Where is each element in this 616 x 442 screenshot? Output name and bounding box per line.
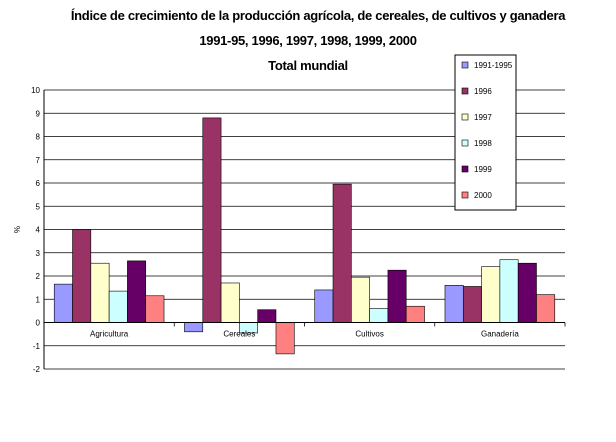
bar <box>444 284 464 323</box>
legend-label: 1998 <box>474 139 492 148</box>
y-tick-label: 7 <box>36 156 41 165</box>
legend-label: 1991-1995 <box>474 61 513 70</box>
bar <box>481 266 501 323</box>
bar <box>462 286 482 323</box>
bar <box>72 229 92 323</box>
category-label: Cultivos <box>355 330 383 339</box>
y-tick-label: -2 <box>33 365 41 374</box>
category-label: Agricultura <box>90 330 129 339</box>
bar <box>90 262 110 323</box>
y-axis-label: % <box>13 226 22 233</box>
y-tick-label: 6 <box>36 179 41 188</box>
bar <box>127 260 147 323</box>
bar <box>145 295 165 323</box>
legend-swatch <box>461 87 469 95</box>
y-tick-label: 9 <box>36 109 41 118</box>
legend-box <box>454 54 517 211</box>
y-tick-label: 0 <box>36 319 41 328</box>
axes <box>43 90 566 369</box>
legend-swatch <box>461 165 469 173</box>
y-tick-label: 3 <box>36 249 41 258</box>
y-tick-label: 2 <box>36 272 41 281</box>
bar <box>257 309 277 323</box>
y-tick-label: 8 <box>36 133 41 142</box>
bar <box>332 183 352 323</box>
y-tick-label: 1 <box>36 295 41 304</box>
bar <box>184 322 204 333</box>
bar <box>517 262 537 323</box>
y-tick-label: 10 <box>31 86 40 95</box>
legend-swatch <box>461 191 469 199</box>
y-tick-label: -1 <box>33 342 41 351</box>
bar <box>202 117 222 323</box>
bars <box>53 117 556 355</box>
bar <box>53 283 73 323</box>
bar <box>275 322 295 355</box>
bar <box>351 276 370 323</box>
legend-label: 1997 <box>474 113 492 122</box>
bar <box>314 289 334 323</box>
y-tick-label: 4 <box>36 226 41 235</box>
category-label: Cereales <box>223 330 255 339</box>
bar <box>405 305 425 323</box>
legend-swatch <box>461 113 469 121</box>
category-labels: Agricultura Cereales Cultivos Ganadería <box>90 330 519 339</box>
y-tick-label: 5 <box>36 202 41 211</box>
bar <box>369 308 389 323</box>
bar <box>108 290 128 323</box>
legend-label: 2000 <box>474 191 492 200</box>
chart-title: Índice de crecimiento de la producción a… <box>70 8 566 23</box>
chart-subtitle: 1991-95, 1996, 1997, 1998, 1999, 2000 <box>199 33 417 48</box>
bar <box>536 294 556 323</box>
legend-swatch <box>461 61 469 69</box>
bar <box>499 259 519 323</box>
legend-label: 1996 <box>474 87 492 96</box>
bar <box>387 269 407 323</box>
category-label: Ganadería <box>481 330 519 339</box>
legend-label: 1999 <box>474 165 492 174</box>
legend-swatch <box>461 139 469 147</box>
chart-subtitle-2: Total mundial <box>268 58 348 73</box>
y-tick-labels: -2 -1 0 1 2 3 4 5 6 7 8 9 10 <box>31 86 40 374</box>
legend: 1991-1995 1996 1997 1998 1999 2000 <box>454 54 517 211</box>
bar <box>220 282 240 323</box>
